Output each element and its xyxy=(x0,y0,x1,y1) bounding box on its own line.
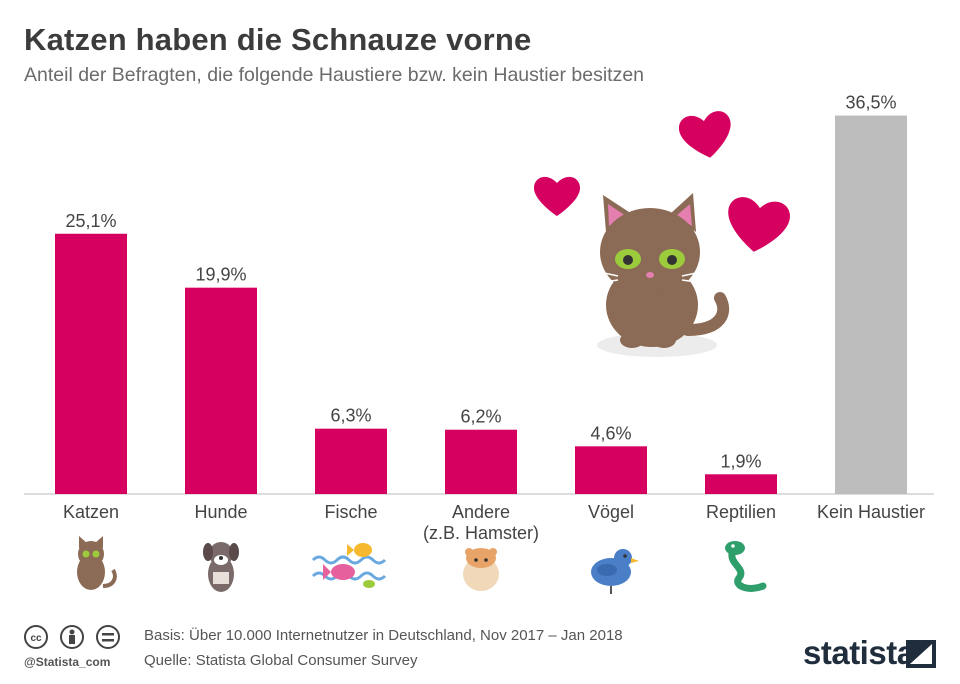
value-label: 19,9% xyxy=(195,265,246,285)
heart-icon xyxy=(534,176,580,216)
license-icons: cc xyxy=(24,624,124,657)
footer-source: Quelle: Statista Global Consumer Survey xyxy=(144,652,418,669)
value-label: 6,2% xyxy=(460,407,501,427)
bar-6 xyxy=(835,115,907,494)
fish-icon xyxy=(311,543,387,588)
category-label: Andere xyxy=(452,502,510,522)
bar-3 xyxy=(445,429,517,494)
brand-mark-icon xyxy=(906,640,936,668)
category-label: Vögel xyxy=(588,502,634,522)
svg-text:cc: cc xyxy=(30,633,42,644)
hamster-icon xyxy=(463,548,499,591)
heart-icon xyxy=(679,111,731,158)
bar-4 xyxy=(575,446,647,494)
snake-icon xyxy=(725,541,767,592)
chart-title: Katzen haben die Schnauze vorne xyxy=(24,22,532,57)
value-label: 36,5% xyxy=(845,93,896,113)
dog-icon xyxy=(203,542,239,592)
bar-chart: 25,1% Katzen 19,9% Hunde 6,3% Fische 6,2% Ander… xyxy=(24,93,934,594)
category-label: (z.B. Hamster) xyxy=(423,523,539,543)
social-handle: @Statista_com xyxy=(24,655,111,669)
bird-icon xyxy=(591,549,639,594)
category-label: Kein Haustier xyxy=(817,502,925,522)
category-label: Fische xyxy=(324,502,377,522)
cat-icon xyxy=(77,536,117,590)
value-label: 25,1% xyxy=(65,211,116,231)
chart-subtitle: Anteil der Befragten, die folgende Haust… xyxy=(24,64,645,86)
cat-illustration xyxy=(534,111,790,357)
brand-logo: statista xyxy=(803,634,915,671)
footer-basis: Basis: Über 10.000 Internetnutzer in Deu… xyxy=(144,627,623,644)
heart-icon xyxy=(728,197,790,252)
category-label: Hunde xyxy=(194,502,247,522)
category-label: Katzen xyxy=(63,502,119,522)
bar-5 xyxy=(705,474,777,494)
value-label: 1,9% xyxy=(720,451,761,471)
value-label: 4,6% xyxy=(590,423,631,443)
category-label: Reptilien xyxy=(706,502,776,522)
bar-1 xyxy=(185,287,257,494)
bar-0 xyxy=(55,233,127,494)
bar-2 xyxy=(315,428,387,494)
value-label: 6,3% xyxy=(330,406,371,426)
